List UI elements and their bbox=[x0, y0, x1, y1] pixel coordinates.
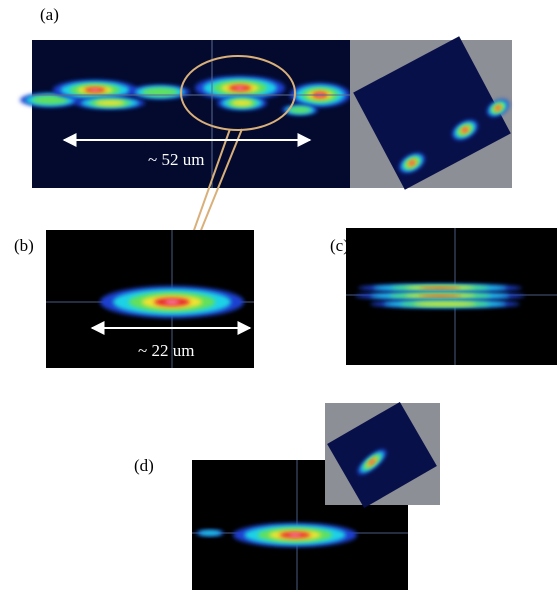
intensity-level bbox=[32, 95, 68, 105]
beam-profile bbox=[20, 76, 350, 115]
panel-label: (b) bbox=[14, 236, 34, 255]
intensity-level bbox=[198, 530, 222, 536]
intensity-level bbox=[235, 86, 245, 90]
intensity-level bbox=[95, 100, 125, 106]
surface-plot-base bbox=[353, 36, 511, 190]
surface-peaks bbox=[357, 449, 387, 475]
intensity-level bbox=[410, 162, 414, 164]
intensity-level bbox=[142, 87, 178, 97]
zoom-ellipse bbox=[180, 55, 296, 131]
panel-label: (a) bbox=[40, 5, 59, 24]
beam-profile bbox=[355, 284, 525, 308]
intensity-level bbox=[288, 533, 302, 537]
intensity-level bbox=[231, 100, 253, 106]
scale-text: ~ 22 um bbox=[138, 341, 194, 360]
panel-label: (c) bbox=[330, 236, 349, 255]
intensity-level bbox=[418, 295, 462, 297]
intensity-level bbox=[370, 460, 374, 464]
intensity-level bbox=[419, 287, 461, 289]
intensity-level bbox=[164, 300, 180, 304]
intensity-level bbox=[496, 107, 500, 109]
intensity-level bbox=[289, 107, 311, 113]
intensity-level bbox=[413, 302, 477, 306]
beam-profile bbox=[100, 286, 244, 318]
surface-peaks bbox=[399, 99, 509, 173]
panel-label: (d) bbox=[134, 456, 154, 475]
beam-profile bbox=[196, 523, 357, 547]
intensity-level bbox=[90, 89, 100, 91]
scale-text: ~ 52 um bbox=[148, 150, 204, 169]
intensity-level bbox=[463, 129, 467, 131]
